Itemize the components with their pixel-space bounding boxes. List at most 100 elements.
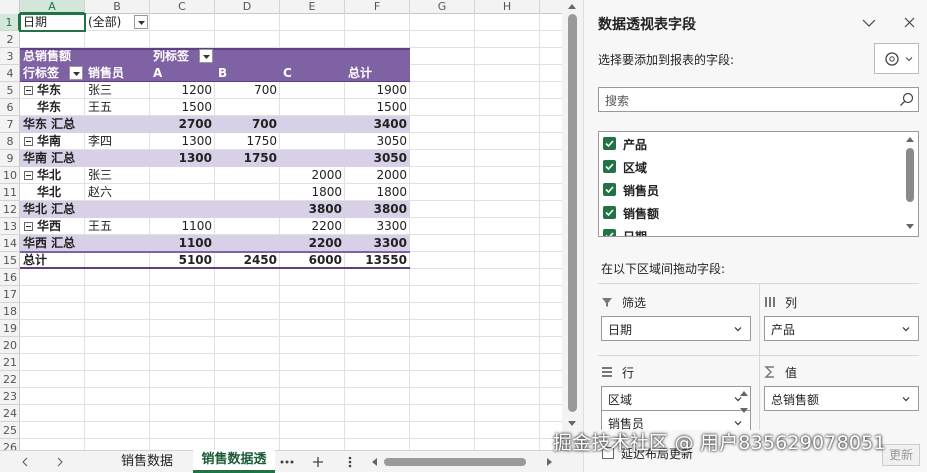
area-field[interactable]: 总销售额 bbox=[764, 386, 919, 411]
defer-checkbox[interactable] bbox=[602, 447, 614, 459]
row-header: 25 bbox=[0, 422, 20, 439]
area-field[interactable]: 区域 bbox=[601, 386, 751, 411]
row-header: 16 bbox=[0, 269, 20, 286]
cell: 5100 bbox=[178, 253, 212, 267]
column-header: D bbox=[215, 0, 280, 14]
add-sheet[interactable] bbox=[312, 456, 324, 468]
tab-prev[interactable] bbox=[20, 457, 30, 467]
collapse-button[interactable] bbox=[24, 137, 33, 146]
cell: 2200 bbox=[311, 219, 342, 233]
area-field-dropdown[interactable] bbox=[733, 324, 743, 334]
area-field[interactable]: 产品 bbox=[764, 316, 919, 341]
grid-line bbox=[0, 98, 562, 99]
hscroll-right[interactable] bbox=[546, 457, 554, 467]
cell: 2700 bbox=[178, 117, 212, 131]
area-field-name: 区域 bbox=[608, 393, 633, 407]
grid-line bbox=[409, 0, 410, 450]
cell: 700 bbox=[254, 83, 277, 97]
scroll-down[interactable] bbox=[567, 420, 577, 428]
collapse-panel[interactable] bbox=[862, 18, 876, 28]
area-field-dropdown[interactable] bbox=[901, 324, 911, 334]
sheet-options[interactable] bbox=[348, 456, 352, 468]
field-checkbox[interactable] bbox=[603, 183, 616, 196]
selected-cell bbox=[19, 13, 86, 32]
row-header: 2 bbox=[0, 31, 20, 48]
row-header-bar bbox=[0, 0, 20, 450]
area-icon bbox=[601, 296, 613, 308]
pivot-row-fill bbox=[20, 65, 410, 82]
row-header: 21 bbox=[0, 354, 20, 371]
column-header-bar bbox=[0, 0, 562, 14]
row-header: 14 bbox=[0, 235, 20, 252]
field-scroll-up[interactable] bbox=[905, 135, 915, 143]
grid-line bbox=[0, 370, 562, 371]
hscroll-left[interactable] bbox=[370, 457, 378, 467]
header-border bbox=[20, 48, 410, 50]
area-field-name: 日期 bbox=[608, 323, 633, 337]
cell: 2450 bbox=[243, 253, 277, 267]
settings-button[interactable] bbox=[874, 43, 919, 74]
update-button[interactable]: 更新 bbox=[882, 444, 920, 466]
cell: 3800 bbox=[373, 202, 407, 216]
area-field-dropdown[interactable] bbox=[733, 418, 743, 428]
field-checkbox[interactable] bbox=[603, 137, 616, 150]
grand-total-border bbox=[20, 251, 410, 253]
cell: 2000 bbox=[311, 168, 342, 182]
cell: 华北 bbox=[37, 185, 62, 199]
cell: 1300 bbox=[178, 151, 212, 165]
area-field-dropdown[interactable] bbox=[733, 394, 743, 404]
cell: 赵六 bbox=[88, 185, 113, 199]
area-field[interactable]: 日期 bbox=[601, 316, 751, 341]
row-move-down[interactable] bbox=[739, 407, 749, 415]
row-header: 8 bbox=[0, 133, 20, 150]
pivot-row-fill bbox=[20, 116, 410, 133]
field-scroll-down[interactable] bbox=[905, 223, 915, 231]
cell: 华西 汇总 bbox=[23, 236, 76, 250]
field-checkbox[interactable] bbox=[603, 229, 616, 236]
field-list: 产品 区域 销售员 销售额 日期 bbox=[598, 131, 919, 237]
field-checkbox[interactable] bbox=[603, 206, 616, 219]
cell: 3050 bbox=[376, 134, 407, 148]
field-scrollbar-thumb[interactable] bbox=[906, 148, 914, 202]
row-header: 7 bbox=[0, 116, 20, 133]
field-name: 销售员 bbox=[623, 184, 660, 198]
scroll-up[interactable] bbox=[567, 2, 577, 10]
sheet-tab-bar: 销售数据 销售数据透 bbox=[0, 450, 583, 473]
cell: 张三 bbox=[88, 83, 113, 97]
more-tabs[interactable] bbox=[280, 460, 294, 464]
filter-dropdown[interactable] bbox=[199, 49, 213, 63]
row-header: 11 bbox=[0, 184, 20, 201]
sheet-tab[interactable]: 销售数据 bbox=[120, 454, 173, 469]
close-panel[interactable] bbox=[904, 17, 915, 28]
tab-next[interactable] bbox=[55, 457, 65, 467]
scrollbar-thumb[interactable] bbox=[568, 14, 577, 412]
collapse-button[interactable] bbox=[24, 222, 33, 231]
filter-dropdown[interactable] bbox=[69, 66, 83, 80]
sheet-tab-active[interactable]: 销售数据透 bbox=[193, 450, 275, 473]
row-header: 1 bbox=[0, 14, 20, 31]
column-header: B bbox=[85, 0, 150, 14]
area-field-dropdown[interactable] bbox=[901, 394, 911, 404]
hscroll-thumb[interactable] bbox=[384, 458, 526, 466]
grid-line bbox=[0, 30, 562, 31]
cell: 1900 bbox=[376, 83, 407, 97]
grid-line bbox=[0, 404, 562, 405]
area-field-name: 总销售额 bbox=[771, 393, 820, 407]
row-header: 23 bbox=[0, 388, 20, 405]
grid-line bbox=[0, 302, 562, 303]
filter-dropdown[interactable] bbox=[134, 15, 148, 29]
panel-subtitle: 选择要添加到报表的字段: bbox=[598, 53, 735, 67]
collapse-button[interactable] bbox=[24, 171, 33, 180]
cell: 13550 bbox=[365, 253, 407, 267]
row-move-up[interactable] bbox=[739, 389, 749, 397]
grid-line bbox=[0, 421, 562, 422]
field-checkbox[interactable] bbox=[603, 160, 616, 173]
collapse-button[interactable] bbox=[24, 86, 33, 95]
column-header: G bbox=[410, 0, 475, 14]
cell: 1200 bbox=[181, 83, 212, 97]
search-box[interactable]: 搜索 bbox=[598, 87, 919, 112]
cell: 700 bbox=[251, 117, 277, 131]
cell: 华西 bbox=[37, 219, 62, 233]
